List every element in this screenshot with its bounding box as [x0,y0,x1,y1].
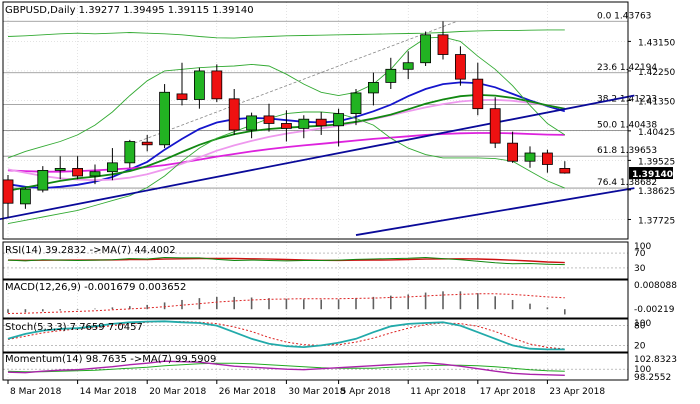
date-tick-label: 30 Mar 2018 [288,387,345,397]
momentum-top-label: 102.8323 [634,355,677,365]
stoch-level-label: 80 [634,322,646,332]
rsi-level-label: 70 [634,249,646,259]
pane-frame-1 [2,241,629,280]
momentum-ma-line [7,362,565,373]
date-tick-label: 8 Mar 2018 [10,387,62,397]
ma-line-1 [7,132,565,173]
macd-top-label: 0.008088 [634,281,677,291]
fib-level-label: 50.0 1.40438 [597,120,657,130]
pane-frame-3 [2,318,629,353]
fib-level-label: 38.2 1.41223 [597,95,657,105]
momentum-line [7,360,565,376]
candle-body [141,141,153,146]
candle-body [542,152,553,165]
last-price-label: 1.39140 [632,170,673,180]
stoch-d-line [7,321,565,350]
candle-body [37,169,49,191]
candle-body [124,141,136,164]
macd-signal-line [7,293,565,314]
candle-body [333,113,345,127]
candle-body [246,115,258,131]
fib-level-label: 23.6 1.42194 [597,63,657,73]
rsi-level-label: 30 [634,264,646,274]
price-tick-label: 1.38625 [638,187,675,197]
pane-frame-4 [2,352,629,381]
stoch-level-label: 20 [634,341,646,351]
candlesticks [2,21,571,218]
macd-label: MACD(12,26,9) -0.001679 0.003652 [5,282,186,293]
macd-bottom-label: -0.00219 [634,305,675,315]
trend-line-0 [0,94,635,221]
candle-body [367,82,379,94]
candle-body [559,168,571,174]
rsi-label: RSI(14) 39.2832 ->MA(7) 44.4002 [5,245,176,256]
price-tick-label: 1.39525 [638,157,675,167]
axes: 1.43150 1.42250 1.41350 1.40425 1.39525 1.386… [7,38,677,397]
candle-body [211,70,223,100]
candle-body [228,98,240,131]
candle-body [107,162,118,173]
candle-body [193,70,205,100]
candle-body [350,92,362,115]
fib-level-label: 0.0 1.43763 [597,11,651,21]
candle-body [263,115,275,124]
date-tick-label: 23 Apr 2018 [549,387,605,397]
rsi-line [7,256,565,266]
fib-level-label: 61.8 1.39653 [597,146,657,156]
candle-body [420,34,432,64]
candle-body [176,93,188,100]
candle-body [19,188,31,205]
date-tick-label: 5 Apr 2018 [341,387,391,397]
candle-body [280,123,292,129]
date-tick-label: 11 Apr 2018 [410,387,466,397]
candle-body [2,179,14,204]
candle-body [159,91,171,146]
ma-line-4 [7,36,566,159]
date-tick-label: 17 Apr 2018 [480,387,536,397]
stoch-k-line [7,320,565,351]
momentum-bottom-label: 98.2552 [634,373,671,383]
candle-body [507,142,519,162]
price-tick-label: 1.42250 [638,68,675,78]
candle-body [298,118,310,129]
candle-body [385,68,397,83]
date-tick-label: 26 Mar 2018 [219,387,276,397]
candle-body [489,108,501,144]
candle-body [524,152,536,162]
momentum-mid-label: 100 [634,365,651,375]
stoch-max-label: 100 [634,319,651,329]
date-tick-label: 14 Mar 2018 [80,387,137,397]
candle-body [315,118,327,127]
candle-body [54,168,66,171]
momentum-label: Momentum(14) 98.7635 ->MA(7) 99.5909 [5,354,216,365]
indicator-panes [3,252,628,376]
candle-body [89,171,101,177]
pane-frame-0 [2,1,629,240]
date-tick-label: 20 Mar 2018 [149,387,206,397]
price-tick-label: 1.37725 [638,216,675,226]
candle-body [437,34,449,55]
candle-body [454,54,466,80]
trend-line-2 [129,20,458,146]
fib-level-label: 76.4 1.38682 [597,178,657,188]
candle-body [72,168,83,177]
price-tick-label: 1.40425 [638,128,675,138]
rsi-max-label: 100 [634,242,651,252]
pane-frame-2 [2,279,629,319]
chart-title: GBPUSD,Daily 1.39277 1.39495 1.39115 1.3… [5,5,254,16]
stoch-label: Stoch(5,3,3) 7.7659 7.0457 [5,322,143,333]
ma-line-6 [7,29,565,39]
fibonacci-levels: 0.0 1.43763 23.6 1.42194 38.2 1.41223 50.0 … [3,11,657,189]
pane-frames [2,1,629,381]
trend-lines [0,20,635,236]
candle-body [402,62,414,70]
trend-line-1 [355,187,635,236]
price-tick-label: 1.41350 [638,97,675,107]
price-tick-label: 1.43150 [638,38,675,48]
last-price-box [629,167,673,180]
candle-body [472,78,484,110]
